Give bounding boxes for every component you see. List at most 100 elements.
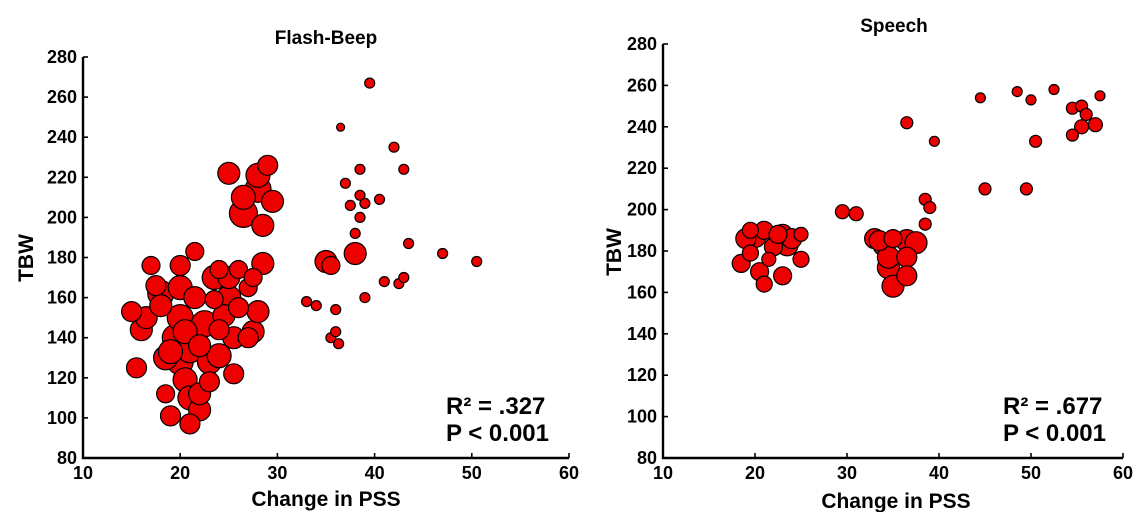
speech-point-27 bbox=[896, 246, 918, 268]
speech-panel: Speech 10 20 30 40 50 60 80 100 120 140 160 180 200 2… bbox=[603, 16, 1133, 512]
speech-point-40 bbox=[1028, 134, 1043, 148]
speech-point-30 bbox=[900, 116, 914, 130]
flash-beep-point-63 bbox=[333, 338, 345, 350]
flash-beep-point-22 bbox=[183, 286, 207, 310]
speech-ylabel: TBW bbox=[603, 228, 626, 276]
flash-beep-point-83 bbox=[471, 255, 483, 268]
flash-beep-title: Flash-Beep bbox=[275, 28, 377, 49]
flash-beep-ytick-label-160: 160 bbox=[47, 288, 77, 308]
flash-beep-xtick-label-30: 30 bbox=[267, 463, 287, 483]
flash-beep-ytick-label-220: 220 bbox=[47, 167, 77, 187]
flash-beep-point-79 bbox=[398, 163, 410, 175]
speech-points bbox=[731, 83, 1106, 298]
speech-ytick-label-160: 160 bbox=[627, 282, 657, 302]
flash-beep-point-32 bbox=[206, 343, 232, 369]
flash-beep-panel: Flash-Beep 10 20 30 40 50 60 80 100 120 140 160 180… bbox=[15, 28, 579, 511]
flash-beep-r2: R² = .327 bbox=[446, 393, 545, 420]
flash-beep-point-74 bbox=[364, 77, 376, 89]
flash-beep-point-59 bbox=[321, 255, 341, 276]
flash-beep-point-33 bbox=[208, 319, 230, 341]
speech-axes bbox=[661, 44, 1123, 460]
flash-beep-point-70 bbox=[354, 189, 366, 201]
speech-point-37 bbox=[1011, 85, 1023, 98]
speech-point-48 bbox=[1094, 90, 1106, 102]
speech-point-41 bbox=[1048, 83, 1060, 96]
flash-beep-ytick-label-120: 120 bbox=[47, 368, 77, 388]
speech-point-3 bbox=[741, 244, 760, 262]
speech-point-15 bbox=[792, 250, 810, 268]
flash-beep-point-17 bbox=[172, 319, 198, 345]
speech-point-17 bbox=[834, 204, 851, 220]
flash-beep-point-49 bbox=[246, 300, 270, 324]
speech-ticks: 10 20 30 40 50 60 80 100 120 140 160 180 200 220 240 26… bbox=[627, 34, 1133, 483]
speech-point-8 bbox=[761, 251, 777, 267]
flash-beep-point-7 bbox=[149, 294, 173, 318]
flash-beep-ticks: 10 20 30 40 50 60 80 100 120 140 160 180 200 220 240 26… bbox=[47, 47, 579, 483]
flash-beep-point-35 bbox=[209, 259, 229, 280]
speech-ytick-label-280: 280 bbox=[627, 34, 657, 54]
flash-beep-ytick-label-260: 260 bbox=[47, 87, 77, 107]
speech-ytick-label-140: 140 bbox=[627, 324, 657, 344]
flash-beep-xtick-label-60: 60 bbox=[559, 463, 579, 483]
flash-beep-point-29 bbox=[198, 371, 220, 393]
flash-beep-point-23 bbox=[185, 241, 205, 262]
flash-beep-points bbox=[121, 77, 483, 435]
flash-beep-point-40 bbox=[227, 297, 250, 319]
flash-beep-xtick-label-40: 40 bbox=[365, 463, 385, 483]
flash-beep-ytick-label-180: 180 bbox=[47, 248, 77, 268]
flash-beep-point-9 bbox=[156, 384, 176, 404]
flash-beep-point-72 bbox=[359, 292, 371, 304]
speech-point-34 bbox=[923, 200, 937, 215]
flash-beep-point-30 bbox=[204, 290, 224, 310]
speech-ytick-label-80: 80 bbox=[637, 448, 657, 468]
flash-beep-point-82 bbox=[437, 247, 449, 260]
flash-beep-point-25 bbox=[188, 334, 212, 358]
speech-point-32 bbox=[918, 217, 932, 231]
speech-xtick-label-20: 20 bbox=[745, 463, 765, 483]
speech-ytick-label-180: 180 bbox=[627, 241, 657, 261]
speech-p-value: P < 0.001 bbox=[1003, 420, 1106, 447]
flash-beep-point-47 bbox=[217, 161, 241, 185]
flash-beep-ytick-label-140: 140 bbox=[47, 328, 77, 348]
flash-beep-point-10 bbox=[159, 405, 182, 427]
speech-point-46 bbox=[1079, 107, 1093, 122]
speech-ytick-label-240: 240 bbox=[627, 117, 657, 137]
flash-beep-ylabel: TBW bbox=[15, 234, 38, 282]
flash-beep-point-67 bbox=[343, 241, 367, 266]
speech-ytick-label-260: 260 bbox=[627, 75, 657, 95]
speech-point-25 bbox=[883, 229, 903, 249]
speech-title: Speech bbox=[860, 16, 928, 37]
speech-xtick-label-60: 60 bbox=[1113, 463, 1133, 483]
flash-beep-point-69 bbox=[354, 163, 366, 175]
flash-beep-point-44 bbox=[237, 327, 259, 349]
flash-beep-point-57 bbox=[310, 300, 322, 312]
flash-beep-xtick-label-10: 10 bbox=[73, 463, 93, 483]
flash-beep-point-43 bbox=[230, 184, 256, 210]
flash-beep-point-46 bbox=[243, 267, 263, 288]
flash-beep-ytick-label-200: 200 bbox=[47, 207, 77, 227]
flash-beep-point-71 bbox=[354, 211, 366, 223]
flash-beep-point-1 bbox=[125, 357, 148, 379]
speech-xtick-label-50: 50 bbox=[1021, 463, 1041, 483]
speech-ytick-label-120: 120 bbox=[627, 365, 657, 385]
speech-point-35 bbox=[974, 92, 987, 104]
speech-point-16 bbox=[793, 226, 809, 242]
flash-beep-point-52 bbox=[251, 213, 275, 237]
speech-xtick-label-10: 10 bbox=[653, 463, 673, 483]
speech-point-47 bbox=[1087, 117, 1104, 133]
speech-point-39 bbox=[1025, 94, 1037, 106]
flash-beep-ytick-label-100: 100 bbox=[47, 408, 77, 428]
speech-point-42 bbox=[1065, 128, 1080, 142]
speech-point-33 bbox=[928, 135, 941, 147]
flash-beep-ytick-label-280: 280 bbox=[47, 47, 77, 67]
flash-beep-point-4 bbox=[141, 255, 161, 276]
speech-point-28 bbox=[896, 265, 918, 287]
flash-beep-point-39 bbox=[223, 363, 245, 385]
flash-beep-point-13 bbox=[169, 254, 191, 277]
speech-xtick-label-30: 30 bbox=[837, 463, 857, 483]
speech-point-2 bbox=[741, 221, 760, 239]
flash-beep-point-0 bbox=[121, 301, 143, 323]
speech-point-36 bbox=[978, 182, 992, 196]
flash-beep-p-value: P < 0.001 bbox=[446, 420, 549, 447]
